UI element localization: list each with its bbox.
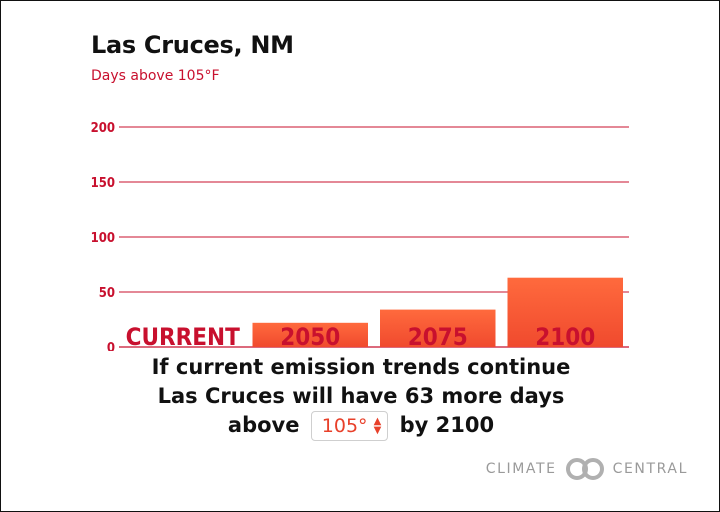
y-tick-label-150: 150 — [91, 176, 115, 191]
stepper-up-icon[interactable]: ▲ — [373, 416, 382, 427]
category-label-2075: 2075 — [408, 323, 468, 351]
stepper-down-icon[interactable]: ▼ — [373, 425, 382, 436]
chart-title: Las Cruces, NM — [91, 31, 294, 59]
bar-2050 — [252, 322, 368, 347]
y-tick-label-100: 100 — [91, 231, 115, 246]
bar-chart: 0 50 100 150 200 CURRENT 2050 2075 2100 — [91, 121, 629, 351]
y-tick-label-50: 50 — [99, 286, 115, 301]
category-label-2050: 2050 — [280, 323, 340, 351]
category-label-current: CURRENT — [126, 323, 240, 351]
summary-line-3: above 105° ▲ ▼ by 2100 — [1, 411, 720, 441]
bar-2100 — [507, 277, 623, 347]
climate-central-rings-icon — [565, 458, 604, 480]
brand-name-left: CLIMATE — [485, 461, 557, 477]
summary-line-3-suffix: by 2100 — [399, 413, 495, 437]
brand-name-right: CENTRAL — [612, 461, 688, 477]
bar-2075 — [380, 309, 496, 347]
summary-line-3-prefix: above — [227, 413, 300, 437]
summary-line-2: Las Cruces will have 63 more days — [1, 382, 720, 411]
summary-text: If current emission trends continue Las … — [1, 353, 720, 441]
category-label-2100: 2100 — [535, 323, 595, 351]
summary-line-2-prefix: Las Cruces will have — [157, 384, 398, 408]
y-tick-label-200: 200 — [91, 121, 115, 136]
stepper-arrows[interactable]: ▲ ▼ — [373, 416, 382, 436]
brand-logo: CLIMATE CENTRAL — [486, 457, 688, 481]
chart-subtitle: Days above 105°F — [91, 68, 220, 84]
days-count: 63 — [404, 384, 435, 408]
y-tick-label-0: 0 — [107, 341, 115, 351]
threshold-stepper[interactable]: 105° ▲ ▼ — [310, 411, 389, 441]
summary-line-1: If current emission trends continue — [151, 355, 571, 379]
summary-line-2-suffix: more days — [441, 384, 565, 408]
threshold-value: 105° — [321, 414, 368, 437]
